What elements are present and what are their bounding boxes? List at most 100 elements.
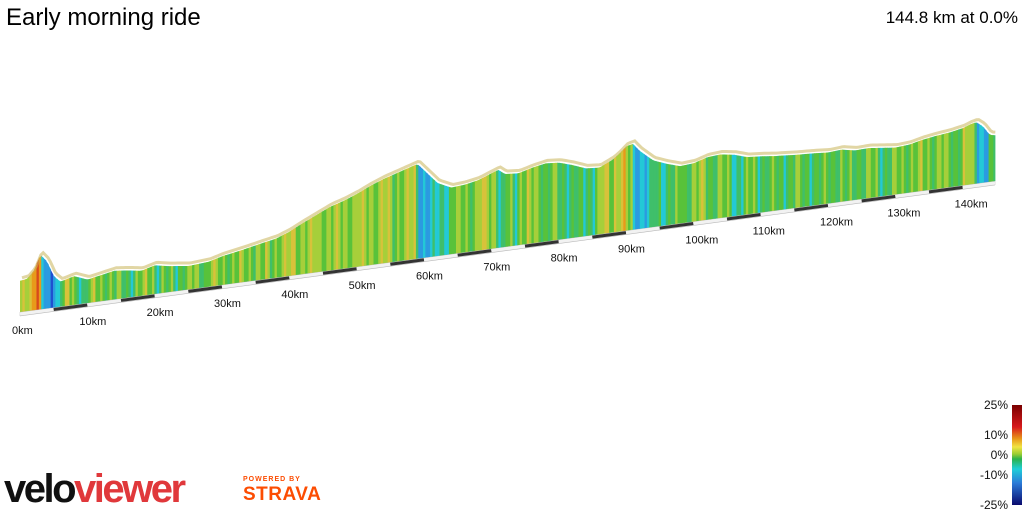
profile-segment [538,164,542,243]
profile-segment [392,173,396,262]
profile-segment [111,270,115,300]
profile-segment [569,164,572,239]
profile-segment [851,150,855,201]
profile-segment [74,276,77,305]
distance-band-segment [895,190,930,198]
profile-segment [477,179,480,251]
profile-segment [891,147,895,195]
profile-segment [137,270,141,297]
distance-band-segment [423,253,458,262]
distance-band [19,181,996,316]
profile-segment [439,183,443,256]
profile-segment [324,208,327,272]
profile-segment [78,277,82,305]
profile-segment [653,160,657,227]
profile-segment [229,253,233,284]
profile-segment [503,172,506,248]
profile-segment [531,167,535,244]
profile-segment [262,242,266,280]
profile-segment [825,152,829,204]
profile-segment [717,154,721,219]
profile-segment [128,270,132,298]
profile-segment [592,167,596,236]
profile-segment [637,148,641,230]
profile-segment [100,274,103,302]
profile-segment [955,129,959,187]
profile-segment [833,150,836,203]
profile-segment [587,168,591,236]
profile-segment [76,276,80,305]
profile-segment [953,130,957,187]
veloviewer-logo[interactable]: velo viewer [4,466,186,512]
profile-segment [724,154,728,218]
profile-segment [988,133,992,182]
profile-segment [236,250,240,283]
profile-segment [239,250,242,283]
logo-viewer-text: viewer [74,467,186,511]
profile-segment [743,156,747,215]
profile-segment [130,270,134,298]
profile-segment [95,276,99,302]
profile-segment [571,164,575,238]
profile-segment [366,186,370,266]
profile-segment [976,122,980,184]
profile-segment [719,154,723,218]
profile-segment [804,153,808,207]
x-tick-label: 80km [551,253,578,265]
profile-segment [663,163,667,226]
profile-segment [55,277,59,308]
profile-segment [936,135,940,189]
profile-segment [378,180,381,264]
profile-segment [950,131,954,187]
profile-segment [163,265,167,293]
distance-band-segment [861,194,896,203]
profile-segment [694,161,697,222]
distance-band-segment [693,217,728,226]
profile-segment [359,190,363,267]
profile-segment [88,278,92,303]
profile-segment [618,151,622,232]
profile-segment [686,164,690,223]
profile-segment [861,148,865,199]
profile-segment [727,154,730,218]
profile-segment [465,183,469,253]
profile-segment [387,176,391,263]
profile-segment [349,196,353,268]
profile-segment [425,171,429,258]
profile-segment [990,135,994,182]
profile-segment [274,238,278,278]
profile-segment [189,265,193,290]
profile-segment [884,147,888,196]
x-tick-label: 70km [483,262,510,274]
profile-segment [774,155,777,211]
profile-segment [41,255,44,310]
profile-segment [430,176,433,257]
profile-segment [684,164,688,223]
profile-segment [81,278,85,304]
profile-segment [85,279,89,304]
x-tick-label: 60km [416,271,443,283]
profile-segment [481,176,485,250]
profile-segment [411,165,414,260]
profile-segment [597,167,601,235]
profile-segment [668,164,671,225]
profile-segment [922,139,926,191]
profile-segment [703,157,707,221]
profile-segment [705,157,709,220]
x-tick-label: 0km [12,325,33,337]
profile-segment [616,154,620,232]
profile-segment [357,192,360,267]
profile-segment [769,156,773,212]
profile-segment [792,154,796,209]
profile-segment [36,257,40,310]
powered-by-strava-logo[interactable]: POWERED BY STRAVA [243,476,333,508]
profile-segment [604,163,608,234]
profile-segment [31,269,35,311]
profile-segment [116,270,120,300]
profile-segment [109,271,113,300]
profile-segment [849,150,853,201]
profile-segment [408,166,412,260]
profile-segment [882,147,886,197]
profile-segment [533,166,537,243]
